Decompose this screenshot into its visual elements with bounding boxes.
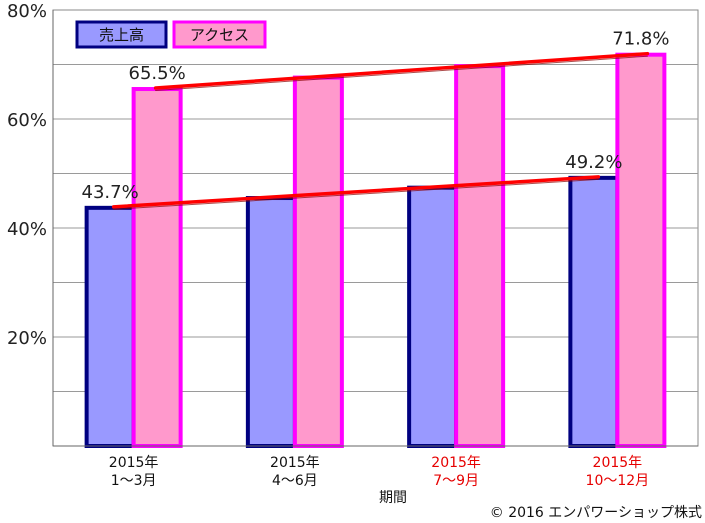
y-tick-label: 80% xyxy=(7,1,47,22)
bar-sales xyxy=(245,196,297,448)
x-axis-title: 期間 xyxy=(379,490,407,506)
bar-sales xyxy=(84,205,136,448)
x-tick-label: 2015年 1〜3月 xyxy=(109,455,159,489)
bars xyxy=(84,52,667,449)
trendline xyxy=(153,51,650,90)
legend-label: 売上高 xyxy=(99,26,144,44)
data-label: 43.7% xyxy=(82,182,139,203)
data-label: 49.2% xyxy=(565,152,622,173)
legend-swatch xyxy=(75,20,168,49)
bar-access xyxy=(615,52,667,448)
x-tick-label: 2015年 10〜12月 xyxy=(586,455,650,489)
trendlines xyxy=(111,51,650,210)
copyright-text: © 2016 エンパワーショップ株式 xyxy=(490,505,702,521)
y-tick-label: 20% xyxy=(7,328,47,349)
bar-sales xyxy=(568,175,620,449)
trendline-shadow xyxy=(155,55,648,92)
data-label: 71.8% xyxy=(612,29,669,50)
legend-label: アクセス xyxy=(190,26,249,44)
x-tick-label: 2015年 4〜6月 xyxy=(270,455,320,489)
axes: 20% 40% 60% 80% 2015年 1〜3月 2015年 4〜6月 2015年 7〜9月 2… xyxy=(7,1,698,489)
x-tick-label: 2015年 7〜9月 xyxy=(431,455,481,489)
bar-access xyxy=(131,87,183,449)
data-label: 65.5% xyxy=(129,63,186,84)
y-tick-label: 40% xyxy=(7,219,47,240)
data-labels: 43.7% 49.2% 65.5% 71.8% xyxy=(82,29,670,203)
trendline-shadow xyxy=(113,178,599,210)
legend-swatch xyxy=(172,20,267,49)
legend: 売上高 アクセス xyxy=(75,20,267,49)
trendline xyxy=(111,175,601,209)
y-tick-label: 60% xyxy=(7,110,47,131)
bar-access xyxy=(454,64,506,448)
bar-sales xyxy=(407,185,459,448)
bar-access xyxy=(292,75,344,449)
